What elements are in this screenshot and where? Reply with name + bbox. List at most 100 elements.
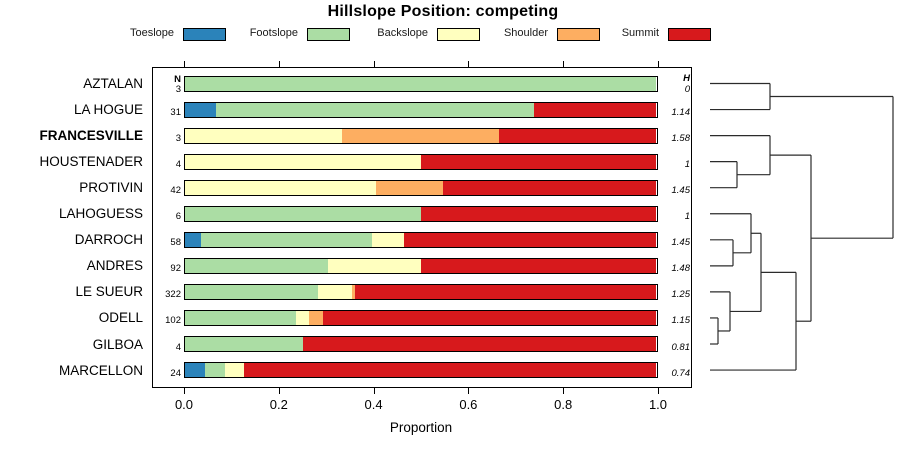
x-axis-tick-top [184,61,185,67]
bar-segment-footslope [185,337,305,351]
legend-label-shoulder: Shoulder [503,27,548,39]
x-axis-tick-label: 0.6 [459,397,478,412]
bar-le-sueur [184,283,658,300]
bar-segment-backslope [318,284,354,299]
x-axis-tick [373,388,375,394]
bar-segment-summit [244,363,656,378]
h-value: 0.74 [671,367,691,379]
n-value: 3 [175,133,181,145]
n-value: 24 [170,367,181,379]
h-value: 1.45 [671,185,691,197]
x-axis-tick [658,388,659,394]
legend-swatch-toeslope [183,28,226,41]
h-value: 0 [684,83,690,95]
h-value: 0.81 [671,341,691,353]
h-value: 1.58 [671,133,691,145]
bar-odell [184,309,658,326]
legend-swatch-shoulder [557,28,600,41]
h-value: 1.14 [671,107,691,119]
bar-gilboa [184,336,658,352]
row-label-aztalan: AZTALAN [83,76,143,91]
bar-segment-shoulder [375,180,445,195]
h-value: 1.25 [671,289,691,301]
plot-area-border [152,67,692,388]
bar-francesville [184,127,658,144]
x-axis-tick-top [373,61,375,67]
bar-segment-toeslope [185,232,203,247]
h-value: 1 [684,159,690,171]
x-axis-tick-label: 0.4 [364,397,383,412]
n-value: 102 [165,315,181,327]
n-column-header: N [174,73,181,85]
bar-segment-footslope [185,258,330,273]
row-label-protivin: PROTIVIN [79,180,143,196]
bar-la-hogue [184,101,658,118]
bar-segment-summit [420,206,656,221]
h-column-header: H [683,72,690,84]
bar-segment-backslope [185,128,344,143]
row-label-gilboa: GILBOA [92,336,143,352]
x-axis-tick [184,388,185,394]
legend-swatch-footslope [307,28,350,41]
row-label-darroch: DARROCH [74,232,143,248]
n-value: 31 [170,107,181,119]
x-axis-tick-label: 0.2 [269,397,288,412]
bar-segment-summit [499,128,656,143]
bar-segment-backslope [185,180,378,195]
row-label-marcellon: MARCELLON [58,362,143,378]
bar-segment-toeslope [185,102,218,117]
bar-segment-shoulder [341,128,501,143]
bar-segment-backslope [328,258,422,273]
legend-label-summit: Summit [621,27,659,39]
bar-protivin [184,179,658,196]
bar-segment-footslope [215,102,536,117]
bar-segment-footslope [185,206,422,221]
legend-swatch-backslope [437,28,480,41]
bar-lahoguess [184,205,658,222]
bar-segment-summit [420,258,656,273]
bar-segment-summit [404,232,656,247]
bar-segment-summit [354,284,656,299]
bar-segment-backslope [224,363,246,378]
row-label-odell: ODELL [98,310,143,326]
n-value: 6 [175,211,181,223]
bar-aztalan [184,75,658,92]
chart-title: Hillslope Position: competing [327,3,559,20]
x-axis-tick-top [278,61,280,67]
x-axis-tick-label: 0.8 [554,397,573,412]
h-value: 1.45 [671,237,691,249]
legend-swatch-summit [668,28,711,41]
bar-segment-summit [443,180,656,195]
bar-segment-footslope [185,76,656,91]
n-value: 42 [170,185,181,197]
bar-segment-toeslope [185,363,207,378]
legend-label-toeslope: Toeslope [129,27,174,39]
h-value: 1.15 [671,315,691,327]
x-axis-tick [563,388,565,394]
bar-segment-footslope [185,310,298,325]
x-axis-tick-label: 1.0 [648,397,668,412]
bar-segment-footslope [201,232,373,247]
bar-segment-summit [420,154,656,169]
x-axis-tick [278,388,280,394]
n-value: 4 [175,341,181,353]
x-axis-tick-label: 0.0 [174,397,194,412]
bar-segment-summit [323,310,656,325]
bar-marcellon [184,362,658,379]
h-value: 1.48 [671,263,691,275]
bar-darroch [184,231,658,248]
bar-segment-footslope [204,363,227,378]
bar-segment-summit [534,102,656,117]
bar-andres [184,257,658,274]
row-label-francesville: FRANCESVILLE [39,128,143,144]
bar-segment-backslope [185,154,422,169]
legend-label-footslope: Footslope [249,27,298,39]
bar-segment-summit [302,337,656,351]
n-value: 3 [175,84,181,95]
row-label-andres: ANDRES [86,258,143,274]
h-value: 1 [684,211,690,223]
n-value: 92 [170,263,181,275]
n-value: 322 [165,289,181,301]
row-label-le-sueur: LE SUEUR [75,284,143,300]
legend-label-backslope: Backslope [377,27,428,39]
